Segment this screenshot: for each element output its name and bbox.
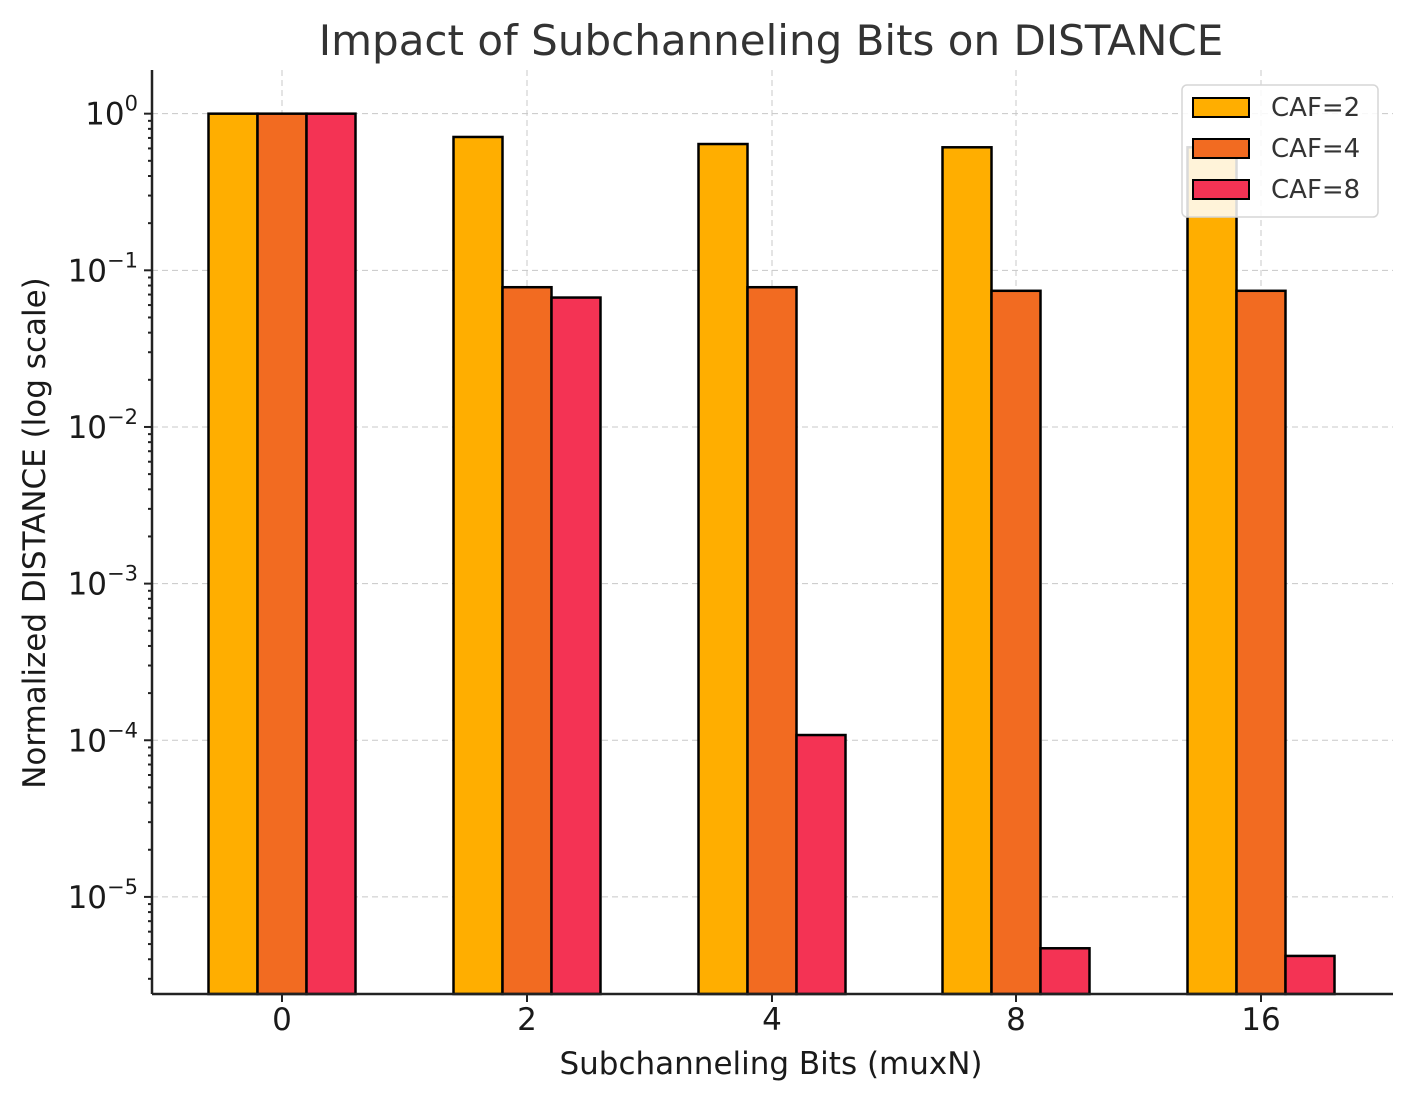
legend: CAF=2 CAF=4 CAF=8 [1181,84,1379,218]
bar-caf-2-16 [1186,146,1238,996]
y-tick-base: 10 [68,253,107,289]
x-axis-label: Subchanneling Bits (muxN) [559,1046,982,1082]
x-tick-label: 8 [1006,1002,1026,1038]
x-tick-label: 2 [517,1002,537,1038]
x-tick-label: 16 [1241,1002,1280,1038]
bar-caf-8-2 [550,296,602,996]
y-tick-label: 10−1 [68,248,138,289]
bar-caf-4-2 [501,285,553,996]
y-tick-exponent: −1 [107,248,138,272]
x-tick-label: 4 [762,1002,782,1038]
y-tick-exponent: −3 [107,562,138,586]
legend-label: CAF=8 [1271,175,1360,205]
y-tick-exponent: −5 [107,875,138,899]
bar-caf-8-0 [305,112,357,996]
y-tick-base: 10 [68,567,107,603]
bar-caf-4-0 [256,112,308,996]
y-tick-label: 10−4 [68,718,138,759]
y-tick-label: 10−3 [68,562,138,603]
y-tick-base: 10 [85,97,124,133]
y-tick-exponent: −2 [107,405,138,429]
bar-caf-2-2 [452,135,504,996]
bar-caf-2-8 [941,146,993,996]
legend-swatch [1192,138,1250,159]
y-tick-exponent: −4 [107,718,138,742]
chart-title: Impact of Subchanneling Bits on DISTANCE [319,16,1224,65]
y-tick-label: 100 [85,92,138,133]
y-tick-label: 10−2 [68,405,138,446]
y-tick-exponent: 0 [125,92,138,116]
bar-caf-4-8 [990,289,1042,996]
bars [207,112,1336,996]
bar-caf-4-16 [1235,289,1287,996]
y-tick-label: 10−5 [68,875,138,916]
bar-caf-4-4 [746,285,798,996]
bar-caf-2-0 [207,112,259,996]
bar-caf-8-16 [1284,954,1336,996]
legend-label: CAF=2 [1271,93,1360,123]
y-tick-base: 10 [68,880,107,916]
x-tick-label: 0 [272,1002,292,1038]
y-tick-base: 10 [68,723,107,759]
bar-caf-2-4 [697,142,749,996]
legend-label: CAF=4 [1271,134,1360,164]
y-tick-base: 10 [68,410,107,446]
legend-swatch [1192,97,1250,118]
bar-caf-8-8 [1039,947,1091,996]
y-axis-label: Normalized DISTANCE (log scale) [17,277,53,789]
legend-swatch [1192,179,1250,200]
bar-caf-8-4 [795,733,847,996]
